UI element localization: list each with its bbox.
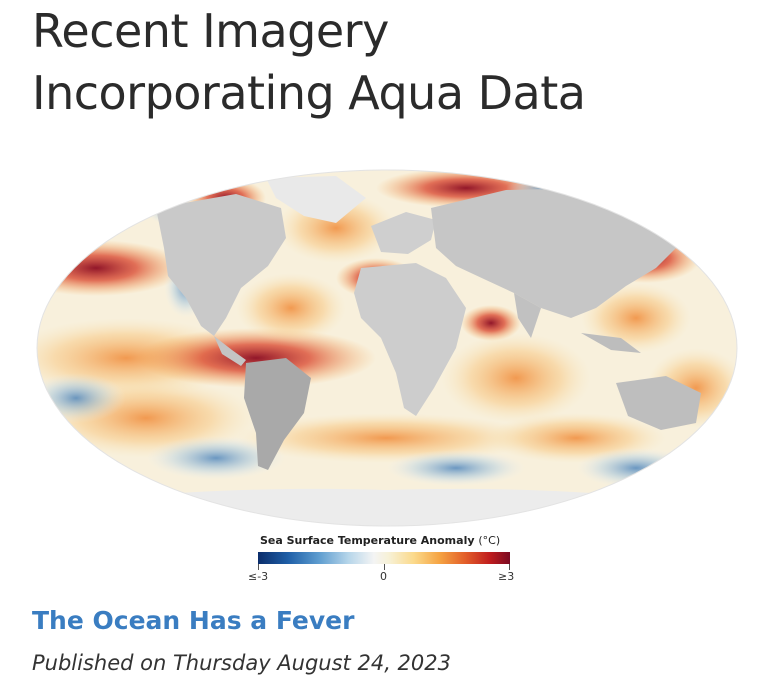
section-title: Recent Imagery Incorporating Aqua Data (32, 0, 586, 124)
section-title-line-2: Incorporating Aqua Data (32, 66, 586, 120)
section-title-line-1: Recent Imagery (32, 4, 389, 58)
legend-unit: (°C) (478, 534, 501, 547)
legend-max-label: ≥3 (498, 570, 515, 583)
sea-surface-temperature-map[interactable] (36, 168, 738, 528)
world-map-image (36, 169, 738, 527)
legend-color-bar (258, 552, 510, 564)
legend-title-text: Sea Surface Temperature Anomaly (260, 534, 475, 547)
published-date: Published on Thursday August 24, 2023 (32, 651, 451, 675)
story-title-link[interactable]: The Ocean Has a Fever (32, 606, 355, 635)
temperature-anomaly-legend: Sea Surface Temperature Anomaly (°C) ≤-3… (240, 532, 530, 588)
legend-tick-max (509, 564, 510, 570)
legend-mid-label: 0 (380, 570, 387, 583)
legend-tick-mid (384, 564, 385, 570)
legend-tick-min (258, 564, 259, 570)
legend-title: Sea Surface Temperature Anomaly (°C) (260, 534, 530, 547)
legend-min-label: ≤-3 (248, 570, 269, 583)
